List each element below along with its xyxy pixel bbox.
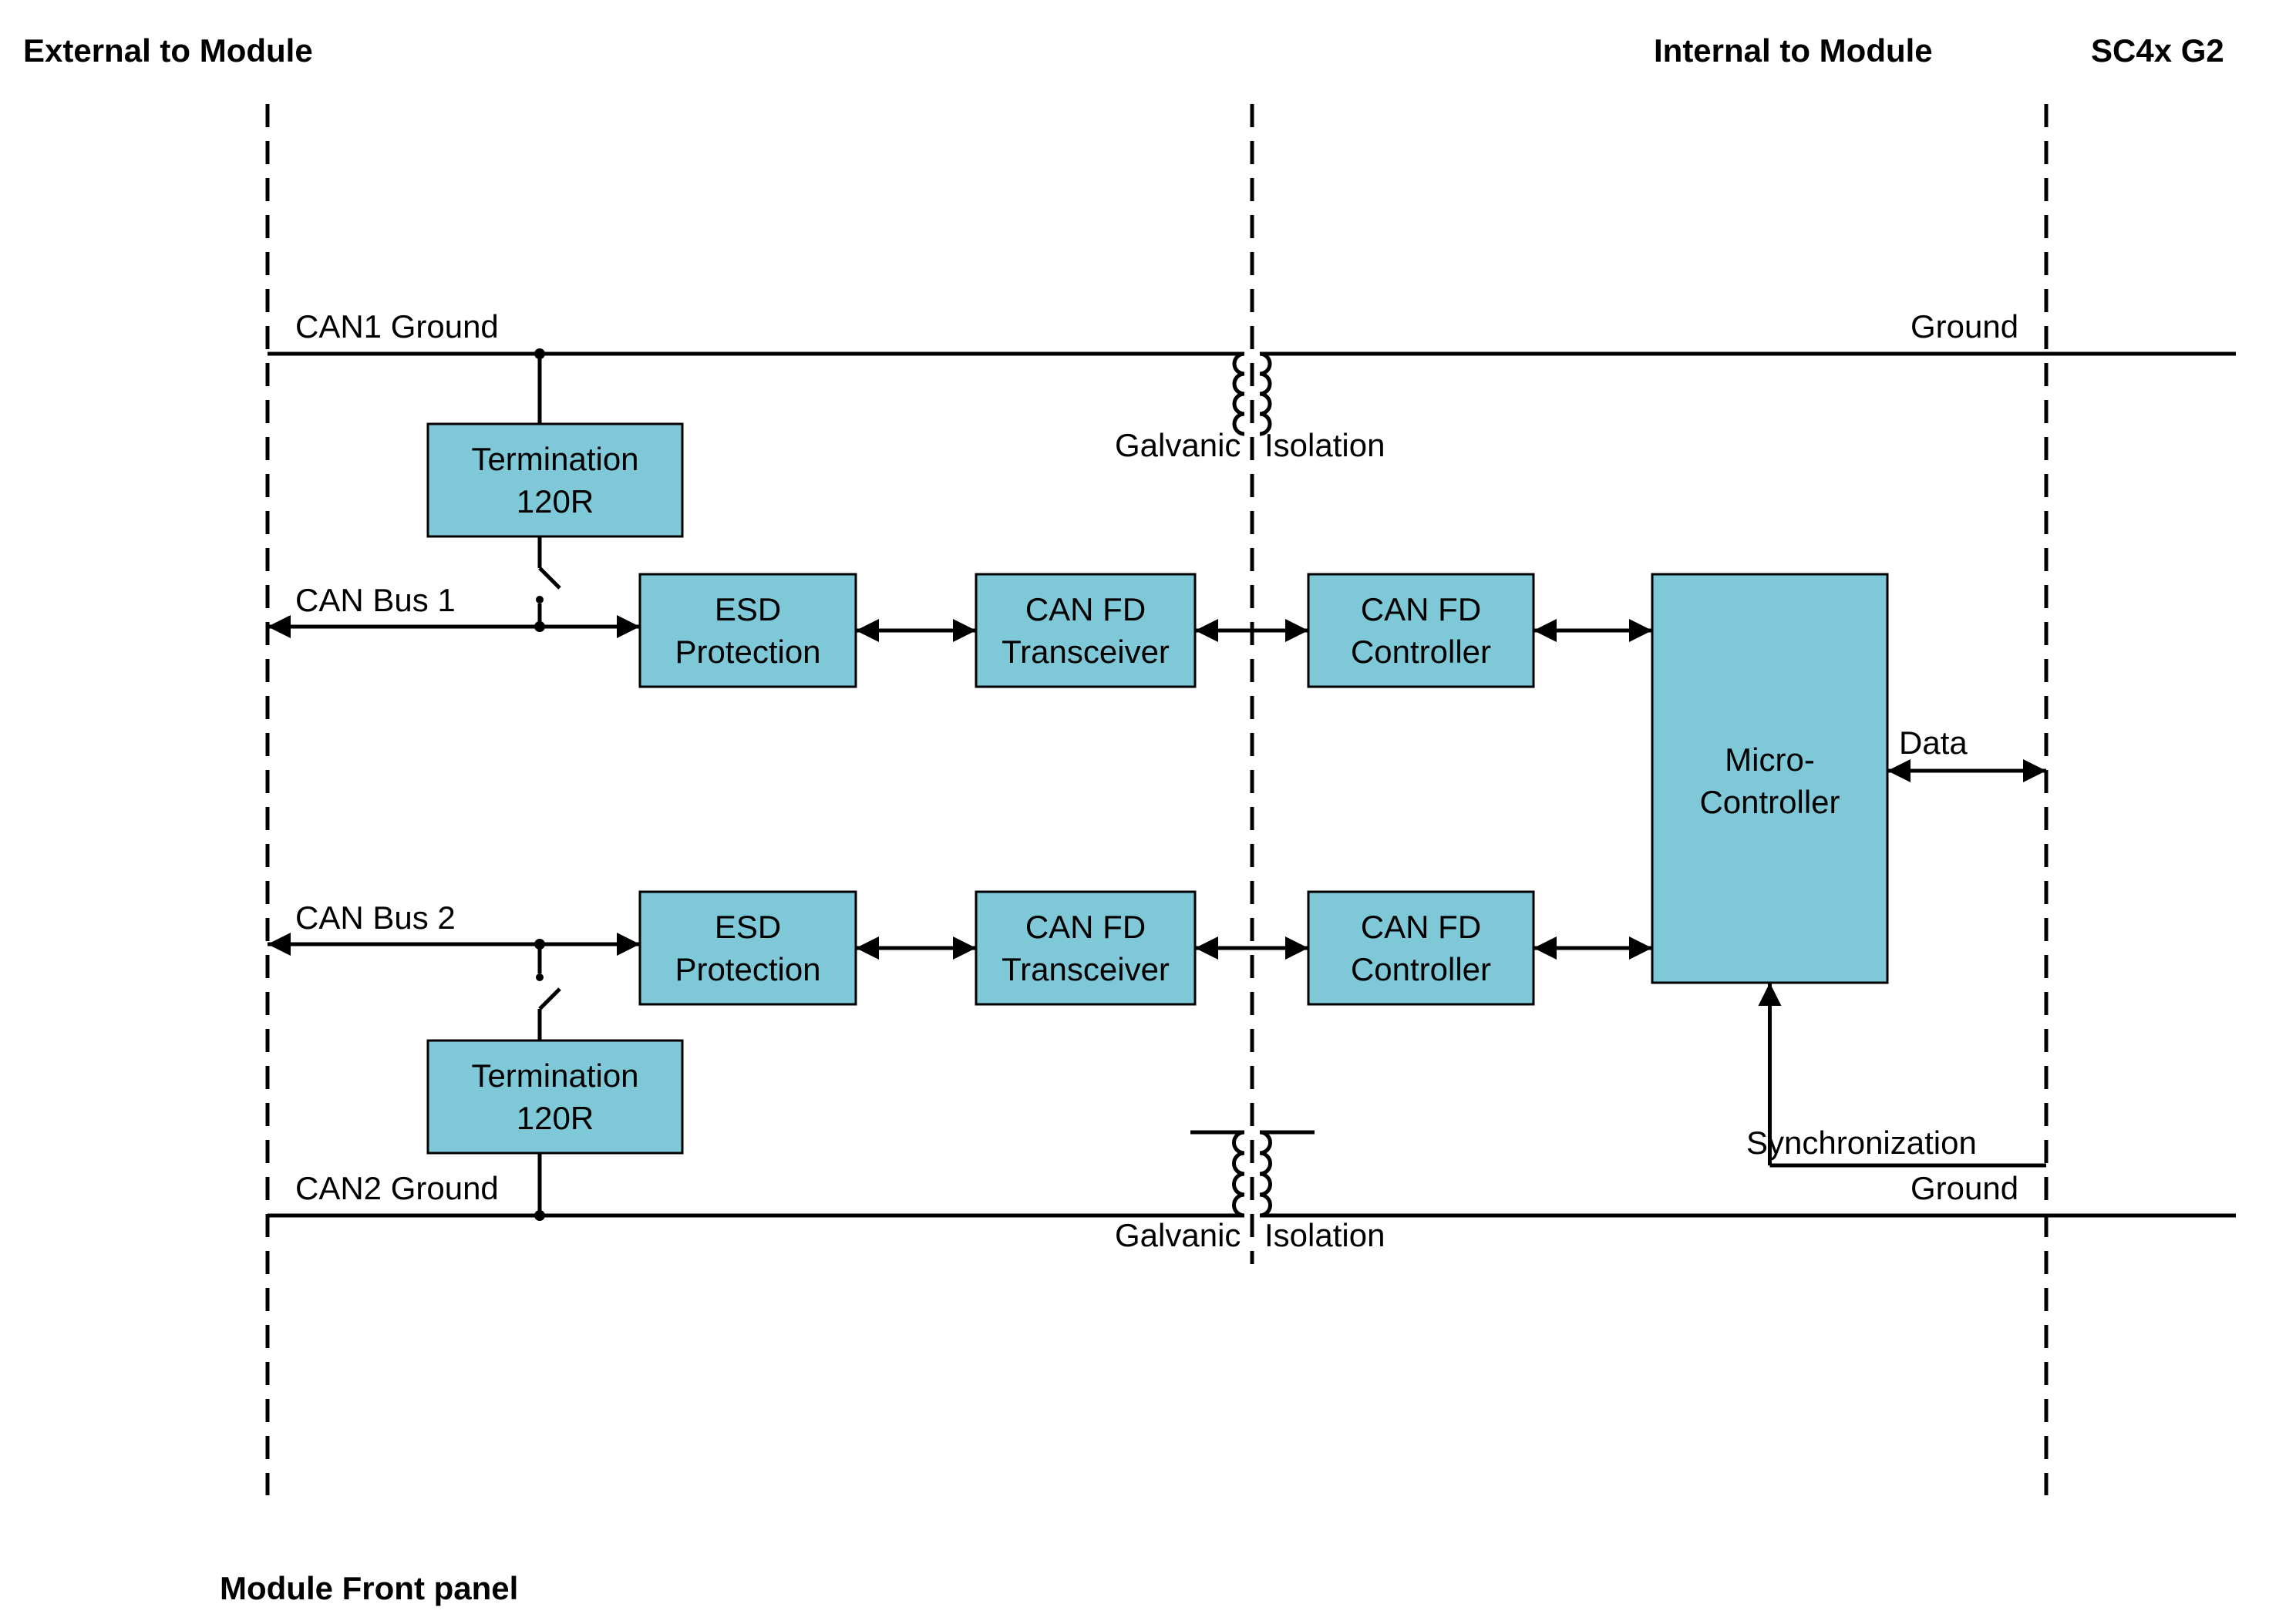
svg-text:Controller: Controller bbox=[1351, 634, 1491, 670]
svg-text:120R: 120R bbox=[517, 1100, 594, 1136]
svg-text:Isolation: Isolation bbox=[1264, 1217, 1385, 1253]
svg-text:SC4x G2: SC4x G2 bbox=[2091, 32, 2224, 69]
svg-text:CAN FD: CAN FD bbox=[1025, 591, 1146, 627]
svg-text:120R: 120R bbox=[517, 483, 594, 519]
svg-text:Micro-: Micro- bbox=[1725, 741, 1815, 778]
svg-text:CAN1 Ground: CAN1 Ground bbox=[295, 308, 499, 345]
svg-text:CAN FD: CAN FD bbox=[1361, 591, 1481, 627]
svg-text:CAN FD: CAN FD bbox=[1361, 909, 1481, 945]
svg-text:Data: Data bbox=[1899, 725, 1968, 761]
svg-text:Module Front panel: Module Front panel bbox=[220, 1570, 518, 1606]
svg-text:Controller: Controller bbox=[1699, 784, 1840, 820]
svg-text:Ground: Ground bbox=[1911, 308, 2018, 345]
svg-text:Galvanic: Galvanic bbox=[1115, 427, 1241, 463]
svg-text:Termination: Termination bbox=[471, 1057, 638, 1094]
svg-text:Isolation: Isolation bbox=[1264, 427, 1385, 463]
svg-text:Internal to Module: Internal to Module bbox=[1654, 32, 1933, 69]
svg-text:ESD: ESD bbox=[715, 909, 781, 945]
svg-text:Galvanic: Galvanic bbox=[1115, 1217, 1241, 1253]
svg-text:Termination: Termination bbox=[471, 441, 638, 477]
svg-text:Transceiver: Transceiver bbox=[1002, 951, 1170, 987]
svg-text:CAN2 Ground: CAN2 Ground bbox=[295, 1170, 499, 1206]
svg-text:Ground: Ground bbox=[1911, 1170, 2018, 1206]
svg-text:Transceiver: Transceiver bbox=[1002, 634, 1170, 670]
svg-text:Protection: Protection bbox=[675, 951, 820, 987]
svg-text:Protection: Protection bbox=[675, 634, 820, 670]
svg-text:CAN Bus 1: CAN Bus 1 bbox=[295, 582, 456, 618]
svg-text:CAN FD: CAN FD bbox=[1025, 909, 1146, 945]
svg-text:ESD: ESD bbox=[715, 591, 781, 627]
svg-text:External to Module: External to Module bbox=[23, 32, 313, 69]
svg-text:CAN Bus 2: CAN Bus 2 bbox=[295, 899, 456, 936]
svg-text:Synchronization: Synchronization bbox=[1746, 1125, 1977, 1161]
svg-text:Controller: Controller bbox=[1351, 951, 1491, 987]
